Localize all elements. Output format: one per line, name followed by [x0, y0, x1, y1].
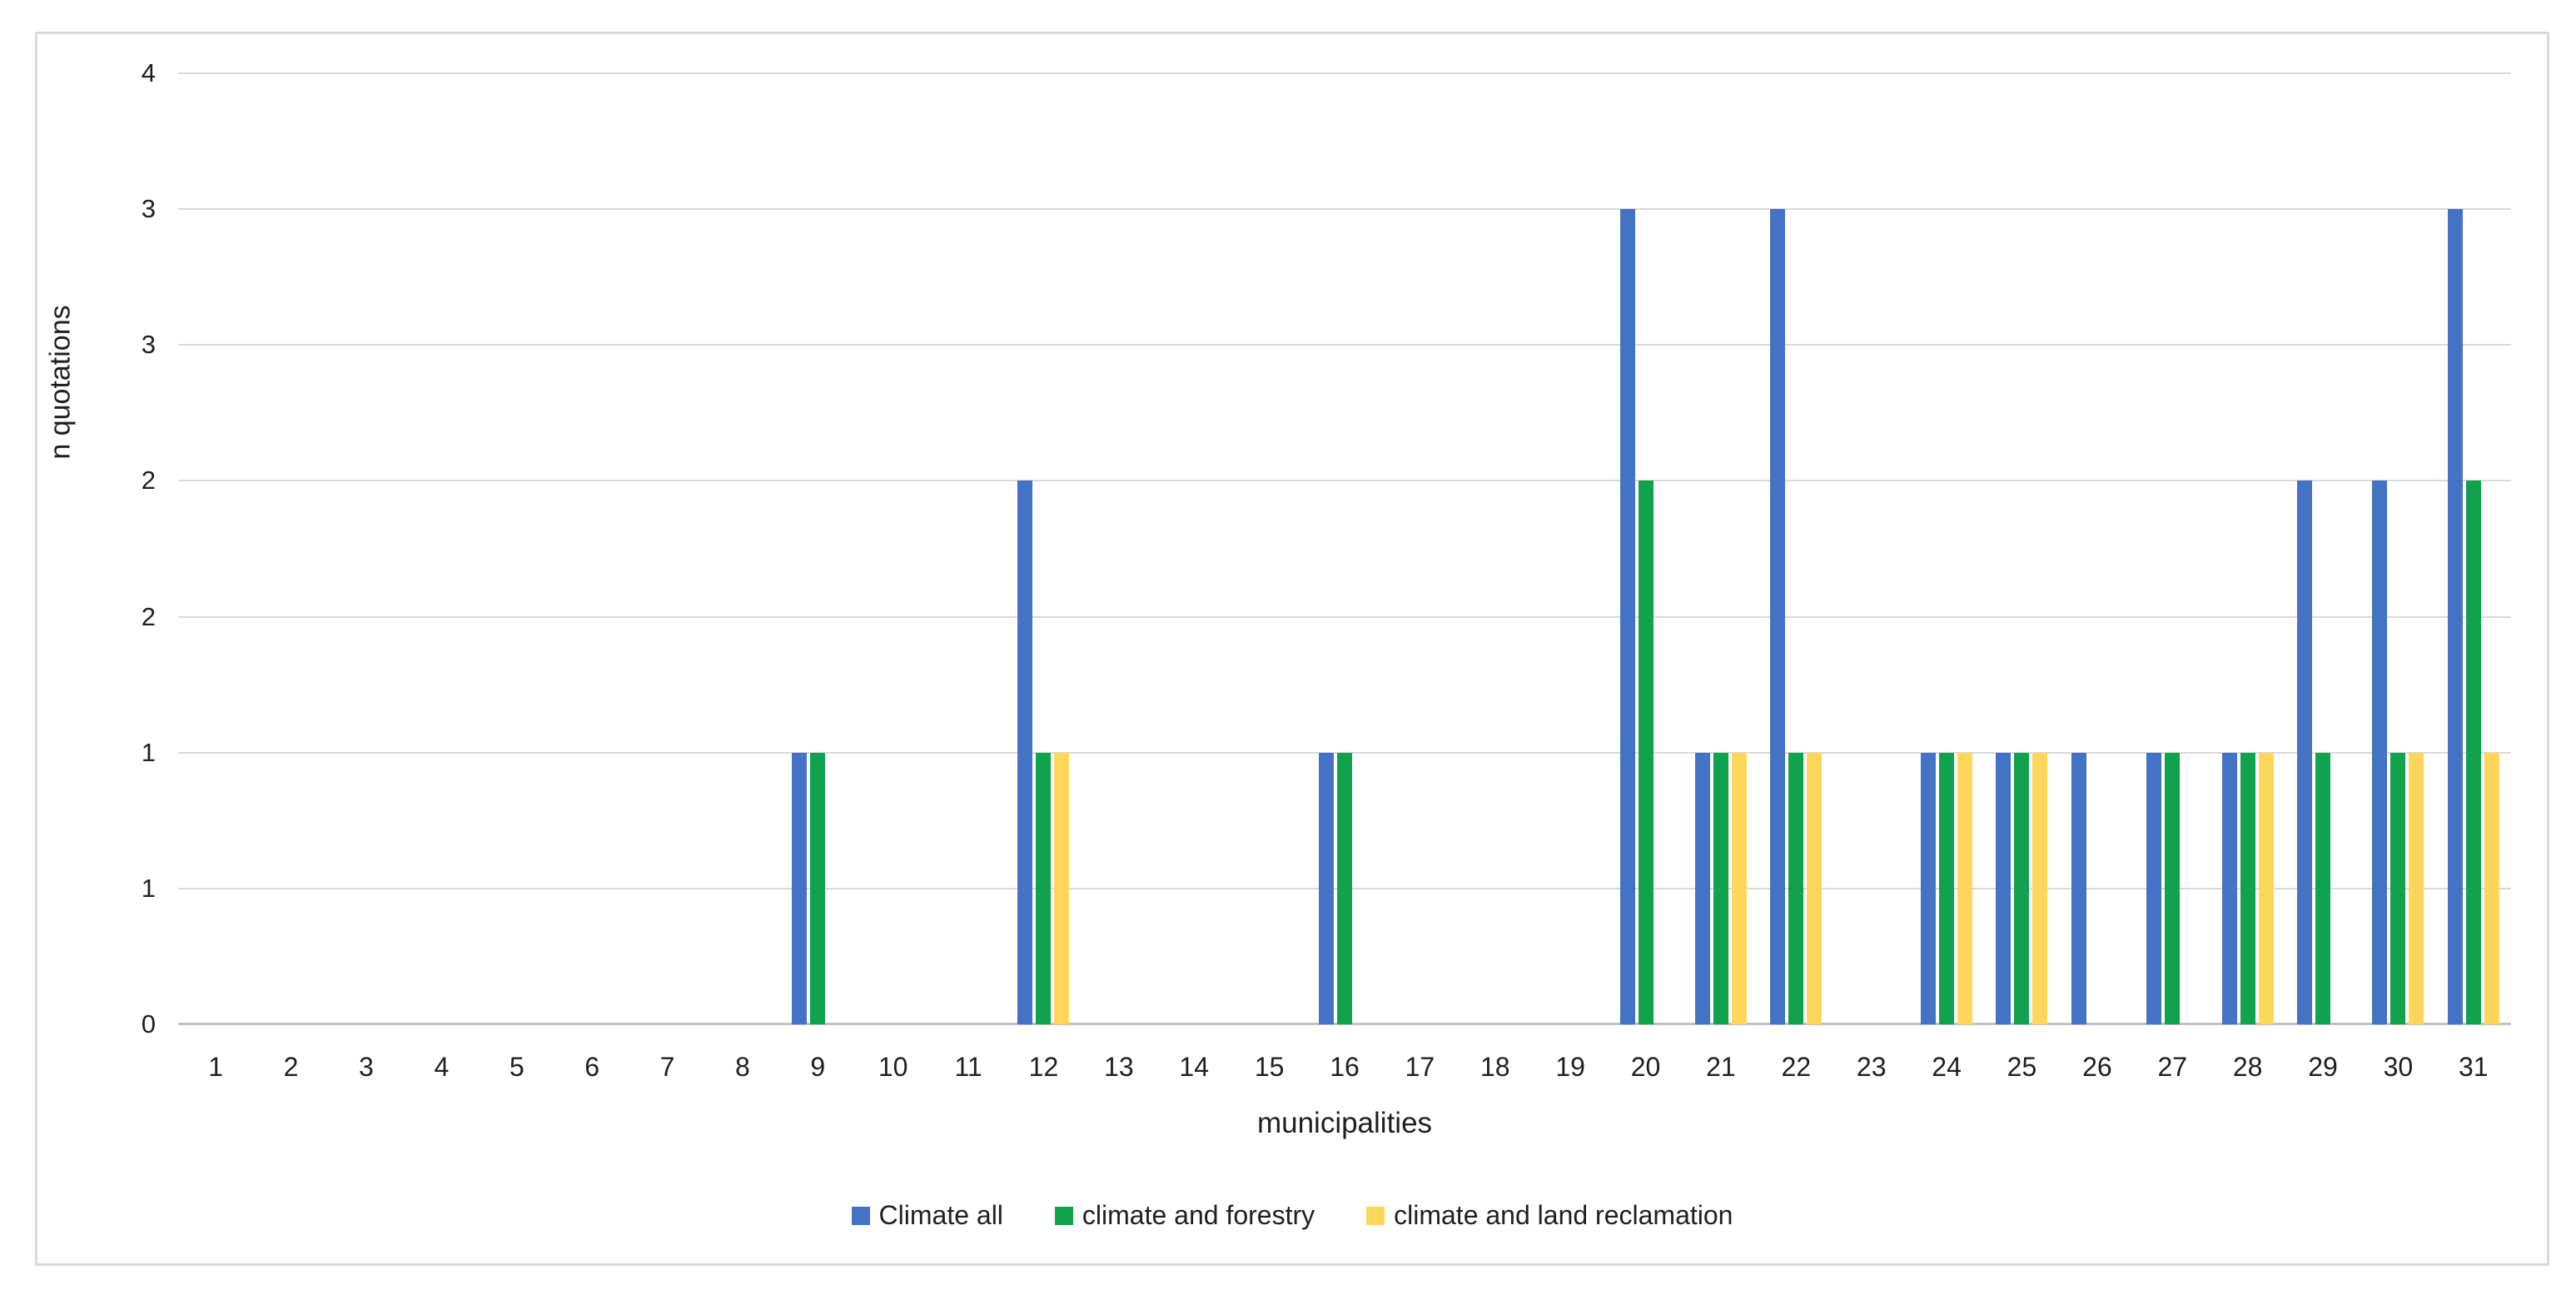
x-tick-label-1: 1	[208, 1052, 224, 1082]
x-tick-label-19: 19	[1555, 1052, 1585, 1082]
x-tick-label-18: 18	[1479, 1052, 1510, 1082]
bar-series2-municipality-22	[1788, 752, 1804, 1024]
x-tick-label-10: 10	[878, 1052, 908, 1082]
bar-series3-municipality-30	[2409, 752, 2424, 1024]
bar-series2-municipality-20	[1638, 481, 1654, 1024]
bar-series3-municipality-22	[1807, 752, 1823, 1024]
bar-series2-municipality-25	[2014, 752, 2030, 1024]
y-tick-label: 0	[141, 1009, 156, 1039]
plot-area	[178, 72, 2511, 1025]
bar-series1-municipality-9	[792, 752, 808, 1024]
y-tick-label: 3	[141, 194, 156, 224]
gridline	[178, 344, 2511, 346]
bar-series2-municipality-30	[2390, 752, 2406, 1024]
x-tick-label-17: 17	[1405, 1052, 1435, 1082]
bar-series1-municipality-25	[1996, 752, 2012, 1024]
bar-series1-municipality-12	[1017, 481, 1033, 1024]
gridline	[178, 480, 2511, 482]
bar-series2-municipality-9	[810, 752, 826, 1024]
x-tick-label-14: 14	[1179, 1052, 1210, 1082]
bar-series2-municipality-31	[2465, 481, 2481, 1024]
bar-series1-municipality-16	[1319, 752, 1334, 1024]
legend-swatch-icon	[1054, 1206, 1073, 1225]
x-tick-label-26: 26	[2082, 1052, 2112, 1082]
bar-series2-municipality-16	[1337, 752, 1352, 1024]
x-tick-label-8: 8	[734, 1052, 750, 1082]
bar-series1-municipality-24	[1921, 752, 1937, 1024]
gridline	[178, 751, 2511, 754]
bar-series3-municipality-25	[2032, 752, 2048, 1024]
gridline	[178, 615, 2511, 618]
y-tick-label: 3	[141, 330, 156, 360]
legend-item-label: climate and land reclamation	[1394, 1200, 1733, 1230]
bar-series1-municipality-20	[1619, 209, 1635, 1024]
bar-series3-municipality-28	[2258, 752, 2274, 1024]
y-tick-label: 4	[141, 58, 156, 87]
x-tick-label-3: 3	[359, 1052, 374, 1082]
legend-item-label: climate and forestry	[1082, 1200, 1315, 1230]
legend: Climate all climate and forestry climate a…	[37, 1200, 2547, 1231]
x-tick-label-27: 27	[2157, 1052, 2188, 1082]
bar-series2-municipality-29	[2315, 752, 2331, 1024]
legend-swatch-icon	[1366, 1206, 1385, 1225]
bar-series2-municipality-27	[2165, 752, 2181, 1024]
bar-series3-municipality-24	[1957, 752, 1973, 1024]
legend-item-label: Climate all	[878, 1200, 1003, 1230]
x-tick-label-9: 9	[810, 1052, 826, 1082]
x-tick-label-12: 12	[1028, 1052, 1059, 1082]
x-tick-label-23: 23	[1856, 1052, 1887, 1082]
y-tick-label: 2	[141, 601, 156, 631]
x-tick-label-21: 21	[1706, 1052, 1736, 1082]
x-tick-label-15: 15	[1254, 1052, 1285, 1082]
x-tick-label-30: 30	[2383, 1052, 2414, 1082]
legend-swatch-icon	[851, 1206, 870, 1225]
legend-item-1: Climate all	[851, 1200, 1003, 1231]
bar-series2-municipality-12	[1036, 752, 1052, 1024]
bar-series2-municipality-24	[1939, 752, 1955, 1024]
y-axis-title: n quotations	[44, 305, 77, 460]
gridline	[178, 72, 2511, 74]
x-tick-label-5: 5	[509, 1052, 525, 1082]
x-tick-label-13: 13	[1104, 1052, 1134, 1082]
x-tick-label-20: 20	[1630, 1052, 1661, 1082]
bar-series1-municipality-26	[2071, 752, 2086, 1024]
x-tick-label-28: 28	[2232, 1052, 2263, 1082]
x-tick-label-25: 25	[2007, 1052, 2037, 1082]
bar-series1-municipality-30	[2372, 481, 2388, 1024]
x-tick-label-2: 2	[283, 1052, 299, 1082]
bar-series3-municipality-21	[1731, 752, 1747, 1024]
bar-series1-municipality-27	[2146, 752, 2162, 1024]
bar-series3-municipality-31	[2484, 752, 2499, 1024]
bar-series1-municipality-22	[1770, 209, 1786, 1024]
x-tick-label-24: 24	[1932, 1052, 1962, 1082]
bar-series3-municipality-12	[1054, 752, 1070, 1024]
bar-series1-municipality-29	[2297, 481, 2313, 1024]
x-axis-title: municipalities	[1256, 1107, 1433, 1139]
x-tick-label-11: 11	[954, 1052, 982, 1082]
legend-item-2: climate and forestry	[1054, 1200, 1315, 1231]
x-tick-label-31: 31	[2459, 1052, 2489, 1082]
y-tick-label: 1	[141, 737, 156, 767]
x-tick-label-29: 29	[2308, 1052, 2338, 1082]
bar-series1-municipality-31	[2447, 209, 2463, 1024]
y-tick-label: 1	[141, 873, 156, 903]
x-tick-label-16: 16	[1330, 1052, 1360, 1082]
bar-series1-municipality-28	[2221, 752, 2237, 1024]
x-tick-label-7: 7	[659, 1052, 675, 1082]
gridline	[178, 208, 2511, 211]
bar-series2-municipality-21	[1713, 752, 1728, 1024]
x-tick-label-22: 22	[1781, 1052, 1812, 1082]
legend-item-3: climate and land reclamation	[1366, 1200, 1733, 1231]
bar-series1-municipality-21	[1694, 752, 1710, 1024]
x-tick-label-4: 4	[434, 1052, 450, 1082]
bar-series2-municipality-28	[2240, 752, 2255, 1024]
y-tick-label: 2	[141, 466, 156, 496]
x-tick-label-6: 6	[584, 1052, 600, 1082]
